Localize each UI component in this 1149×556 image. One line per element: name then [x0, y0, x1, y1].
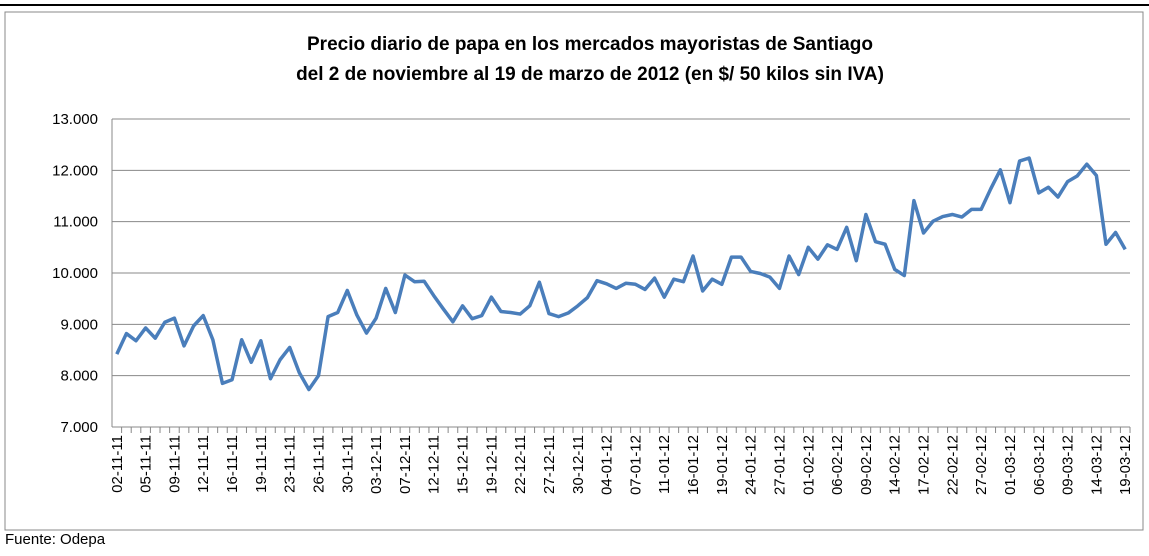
x-tick-label: 26-11-11: [310, 435, 327, 493]
x-tick-label: 07-01-12: [627, 435, 644, 495]
series-line: [115, 156, 1127, 392]
x-tick-label: 12-11-11: [195, 435, 212, 493]
chart-subtitle: del 2 de noviembre al 19 de marzo de 201…: [296, 64, 884, 85]
y-tick-label: 9.000: [60, 316, 98, 333]
x-tick-label: 14-02-12: [887, 435, 904, 495]
x-tick-label: 23-11-11: [282, 435, 299, 493]
y-tick-label: 13.000: [52, 111, 98, 128]
source-note: Fuente: Odepa: [5, 531, 106, 548]
chart-frame: [4, 11, 1144, 531]
x-tick-label: 19-01-12: [714, 435, 731, 495]
y-tick-label: 10.000: [52, 265, 98, 282]
y-tick-label: 12.000: [52, 162, 98, 179]
x-tick-label: 27-12-11: [541, 435, 558, 494]
x-tick-label: 06-02-12: [829, 435, 846, 495]
x-tick-label: 19-03-12: [1117, 435, 1134, 495]
chart-title: Precio diario de papa en los mercados ma…: [307, 34, 873, 55]
x-tick-label: 03-12-11: [368, 435, 385, 494]
x-tick-label: 17-02-12: [916, 435, 933, 495]
x-tick-label: 22-12-11: [512, 435, 529, 494]
x-tick-label: 09-03-12: [1060, 435, 1077, 495]
y-tick-label: 8.000: [60, 368, 98, 385]
x-tick-label: 02-11-11: [109, 435, 126, 493]
x-tick-label: 16-01-12: [685, 435, 702, 495]
x-tick-label: 01-03-12: [1002, 435, 1019, 495]
x-tick-label: 01-02-12: [800, 435, 817, 495]
x-tick-label: 06-03-12: [1031, 435, 1048, 495]
x-tick-label: 11-01-12: [656, 435, 673, 494]
x-tick-label: 27-01-12: [771, 435, 788, 495]
x-tick-label: 30-11-11: [339, 435, 356, 493]
x-tick-label: 16-11-11: [224, 435, 241, 493]
x-tick-label: 15-12-11: [455, 435, 472, 494]
x-tick-label: 09-11-11: [166, 435, 183, 493]
x-tick-label: 04-01-12: [599, 435, 616, 495]
x-tick-label: 09-02-12: [858, 435, 875, 495]
x-tick-label: 24-01-12: [743, 435, 760, 495]
x-tick-label: 19-12-11: [483, 435, 500, 494]
x-tick-label: 05-11-11: [138, 435, 155, 493]
y-tick-label: 11.000: [53, 214, 98, 231]
x-tick-label: 19-11-11: [253, 435, 270, 493]
x-tick-label: 22-02-12: [944, 435, 961, 495]
x-tick-label: 12-12-11: [426, 435, 443, 494]
x-tick-label: 30-12-11: [570, 435, 587, 494]
y-tick-label: 7.000: [60, 419, 98, 436]
x-tick-label: 27-02-12: [973, 435, 990, 495]
x-tick-label: 07-12-11: [397, 435, 414, 494]
x-tick-label: 14-03-12: [1088, 435, 1105, 495]
